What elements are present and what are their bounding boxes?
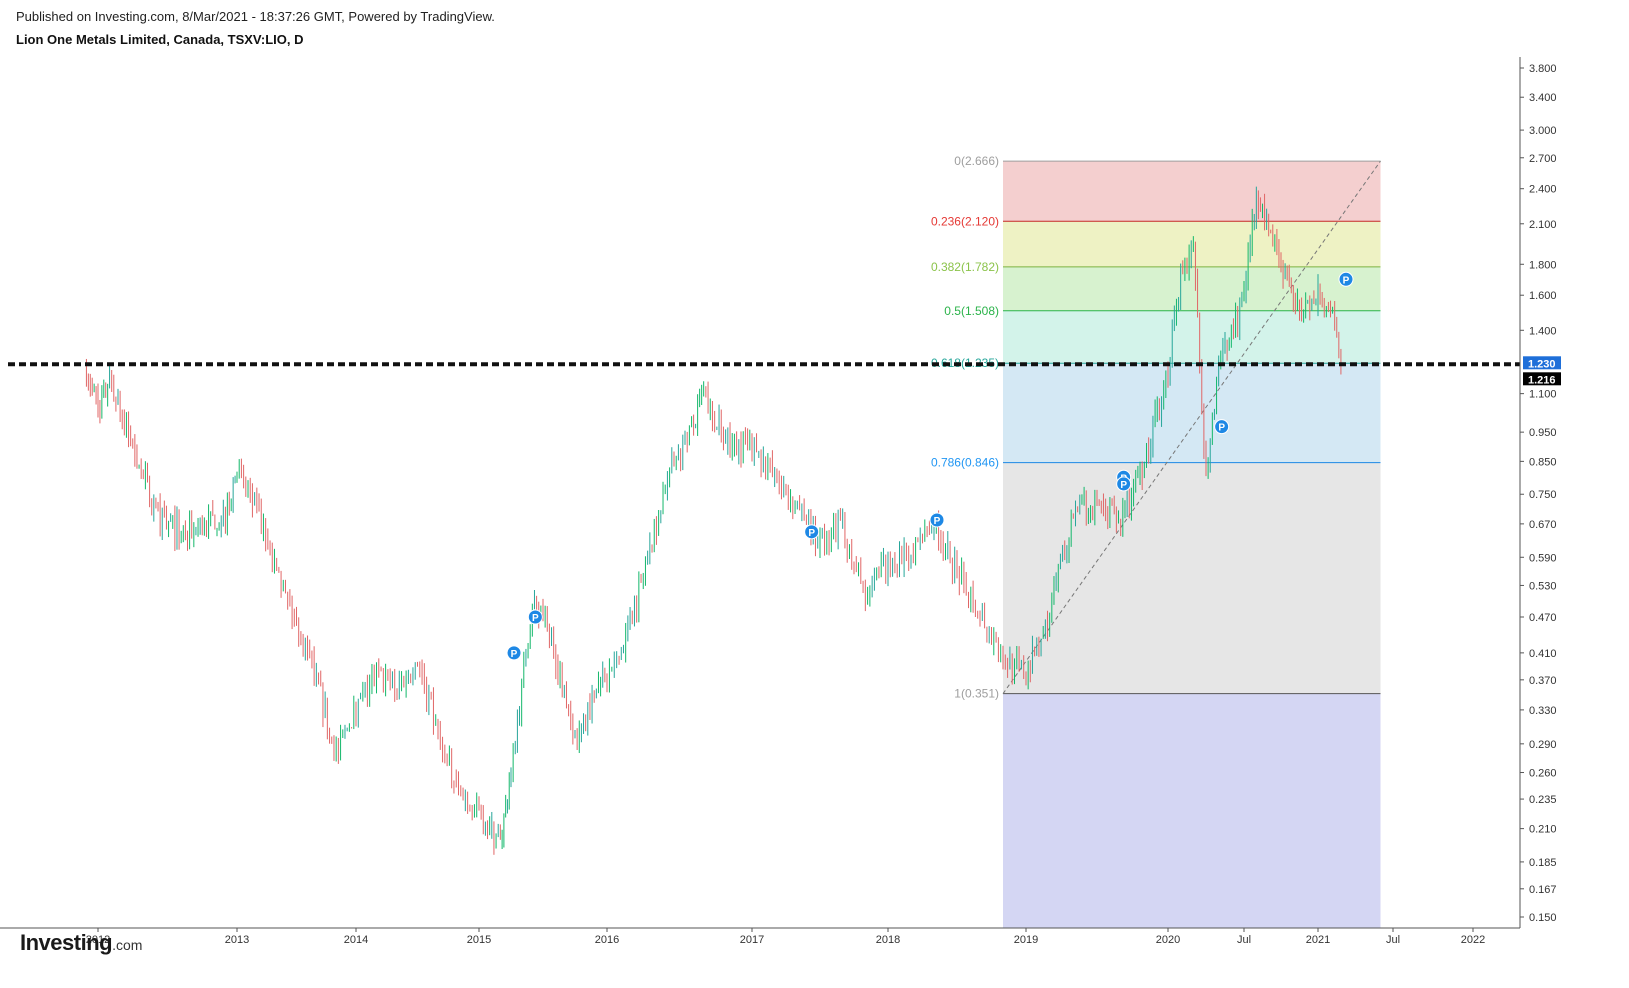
marker-circle	[1214, 419, 1230, 435]
y-tick-label: 0.260	[1529, 768, 1557, 780]
last-price-tag	[1523, 372, 1561, 386]
x-tick-label: 2013	[225, 934, 249, 946]
x-tick-label: 2017	[740, 934, 764, 946]
y-tick-label: 0.670	[1529, 519, 1557, 531]
y-tick-label: 0.750	[1529, 489, 1557, 501]
x-tick-label: Jul	[1386, 934, 1400, 946]
fib-zone-extension	[1003, 693, 1381, 928]
y-tick-label: 0.530	[1529, 580, 1557, 592]
fib-zone-0	[1003, 161, 1381, 222]
marker-label: P	[511, 649, 518, 660]
y-tick-label: 0.590	[1529, 552, 1557, 564]
marker-circle	[506, 645, 522, 661]
marker-label: P	[1120, 480, 1127, 491]
fib-zone-1	[1003, 221, 1381, 267]
y-tick-label: 0.185	[1529, 857, 1557, 869]
marker-label: P	[1343, 275, 1350, 286]
y-tick-label: 1.600	[1529, 290, 1557, 302]
y-tick-label: 0.950	[1529, 427, 1557, 439]
symbol-title: Lion One Metals Limited, Canada, TSXV:LI…	[16, 32, 304, 47]
fib-label: 0.786(0.846)	[931, 456, 999, 470]
fib-label: 1(0.351)	[954, 687, 999, 701]
x-tick-label: 2018	[876, 934, 900, 946]
y-tick-label: 0.167	[1529, 884, 1557, 896]
x-tick-label: 2015	[467, 934, 491, 946]
y-tick-label: 0.470	[1529, 612, 1557, 624]
marker-label: P	[532, 613, 539, 624]
marker-circle	[929, 512, 945, 528]
y-tick-label: 2.400	[1529, 184, 1557, 196]
y-tick-label: 3.800	[1529, 63, 1557, 75]
marker-circle	[1338, 271, 1354, 287]
x-tick-label: 2022	[1461, 934, 1485, 946]
fib-zone-4	[1003, 363, 1381, 463]
x-tick-label: 2021	[1306, 934, 1330, 946]
y-tick-label: 2.700	[1529, 153, 1557, 165]
y-tick-label: 0.235	[1529, 794, 1557, 806]
marked-price-tag	[1523, 356, 1561, 370]
y-tick-label: 0.850	[1529, 456, 1557, 468]
x-tick-label: 2012	[86, 934, 110, 946]
x-tick-label: Jul	[1237, 934, 1251, 946]
fib-label: 0.5(1.508)	[944, 304, 999, 318]
marker-label: P	[1218, 423, 1225, 434]
y-tick-label: 0.290	[1529, 739, 1557, 751]
fib-label: 0.382(1.782)	[931, 260, 999, 274]
fib-label: 0.236(2.120)	[931, 214, 999, 228]
marker-label: P	[934, 516, 941, 527]
y-tick-label: 1.400	[1529, 325, 1557, 337]
logo-suffix: .com	[112, 937, 143, 953]
marker-circle	[1116, 476, 1132, 492]
marker-label: P	[808, 528, 815, 539]
published-caption: Published on Investing.com, 8/Mar/2021 -…	[16, 9, 495, 24]
y-tick-label: 0.330	[1529, 705, 1557, 717]
y-tick-label: 1.100	[1529, 389, 1557, 401]
fib-label: 0.618(1.235)	[931, 356, 999, 370]
x-tick-label: 2014	[344, 934, 368, 946]
marked-price-label: 1.230	[1528, 358, 1556, 370]
x-tick-label: 2020	[1156, 934, 1180, 946]
y-tick-label: 0.150	[1529, 912, 1557, 924]
last-price-label: 1.216	[1528, 374, 1556, 386]
x-tick-label: 2019	[1014, 934, 1038, 946]
fib-label: 0(2.666)	[954, 154, 999, 168]
y-tick-label: 3.000	[1529, 125, 1557, 137]
logo-brand: Investing	[20, 930, 113, 955]
investing-logo: Investing.com	[20, 930, 142, 956]
fib-zone-5	[1003, 462, 1381, 694]
y-tick-label: 0.210	[1529, 824, 1557, 836]
trend-line	[1002, 160, 1381, 694]
y-tick-label: 1.800	[1529, 259, 1557, 271]
y-tick-label: 0.370	[1529, 675, 1557, 687]
y-tick-label: 2.100	[1529, 219, 1557, 231]
y-tick-label: 0.410	[1529, 648, 1557, 660]
fib-zone-3	[1003, 310, 1381, 364]
marker-circle	[804, 524, 820, 540]
x-tick-label: 2016	[595, 934, 619, 946]
y-tick-label: 3.400	[1529, 92, 1557, 104]
marker-circle	[527, 609, 543, 625]
